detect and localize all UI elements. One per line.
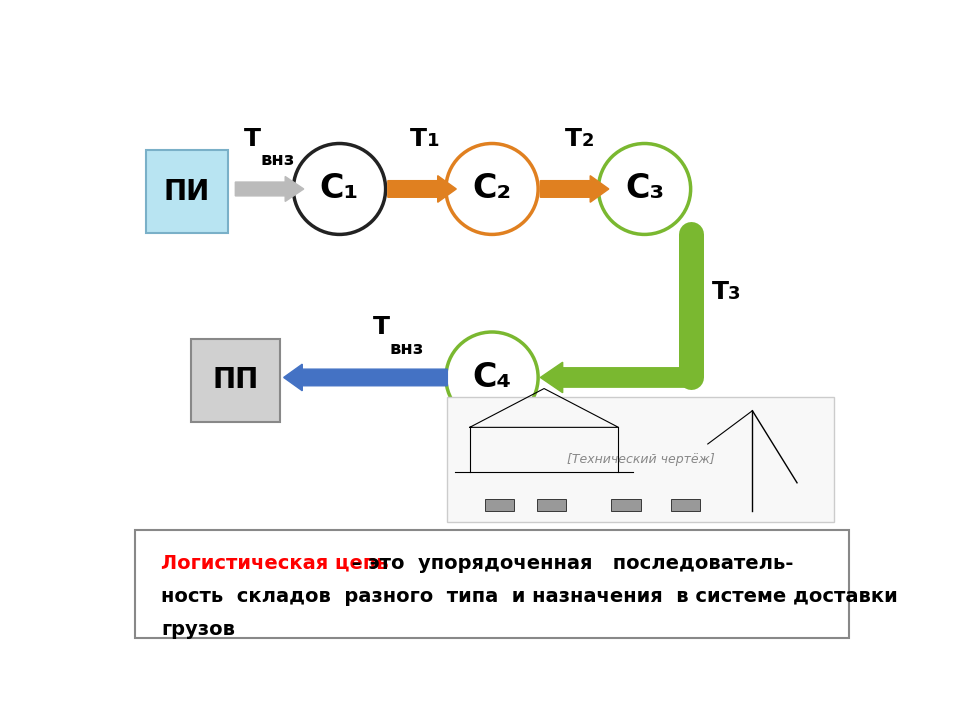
FancyArrow shape <box>540 362 690 392</box>
FancyArrow shape <box>284 364 447 391</box>
Text: ность  складов  разного  типа  и назначения  в системе доставки: ность складов разного типа и назначения … <box>161 587 898 606</box>
Ellipse shape <box>294 143 386 235</box>
Bar <box>485 500 515 510</box>
FancyBboxPatch shape <box>191 338 280 422</box>
Text: ПИ: ПИ <box>164 178 210 206</box>
FancyArrow shape <box>388 176 456 202</box>
Text: Т: Т <box>244 127 261 150</box>
Text: Логистическая цепь: Логистическая цепь <box>161 554 389 572</box>
Text: 3: 3 <box>728 284 740 302</box>
FancyArrow shape <box>235 176 303 202</box>
FancyBboxPatch shape <box>146 150 228 233</box>
FancyArrow shape <box>540 176 609 202</box>
Text: Т: Т <box>372 315 390 339</box>
Text: Т: Т <box>711 280 729 304</box>
Ellipse shape <box>445 143 539 235</box>
FancyBboxPatch shape <box>134 530 849 638</box>
Text: С₂: С₂ <box>472 173 512 205</box>
Ellipse shape <box>445 332 539 423</box>
Bar <box>611 500 641 510</box>
Text: – это  упорядоченная   последователь-: – это упорядоченная последователь- <box>346 554 794 572</box>
Text: ПП: ПП <box>212 366 258 395</box>
Text: 2: 2 <box>581 132 594 150</box>
Bar <box>537 500 566 510</box>
Ellipse shape <box>598 143 690 235</box>
Text: С₄: С₄ <box>472 361 512 394</box>
Text: внз: внз <box>390 340 423 358</box>
Text: С₃: С₃ <box>625 173 664 205</box>
Text: грузов: грузов <box>161 621 235 639</box>
Bar <box>670 500 700 510</box>
Text: внз: внз <box>260 151 295 169</box>
Text: С₁: С₁ <box>320 173 359 205</box>
Text: Т: Т <box>564 127 582 150</box>
FancyBboxPatch shape <box>447 397 834 521</box>
Text: 1: 1 <box>426 132 439 150</box>
Text: [Технический чертёж]: [Технический чертёж] <box>567 453 714 466</box>
Text: Т: Т <box>410 127 427 150</box>
